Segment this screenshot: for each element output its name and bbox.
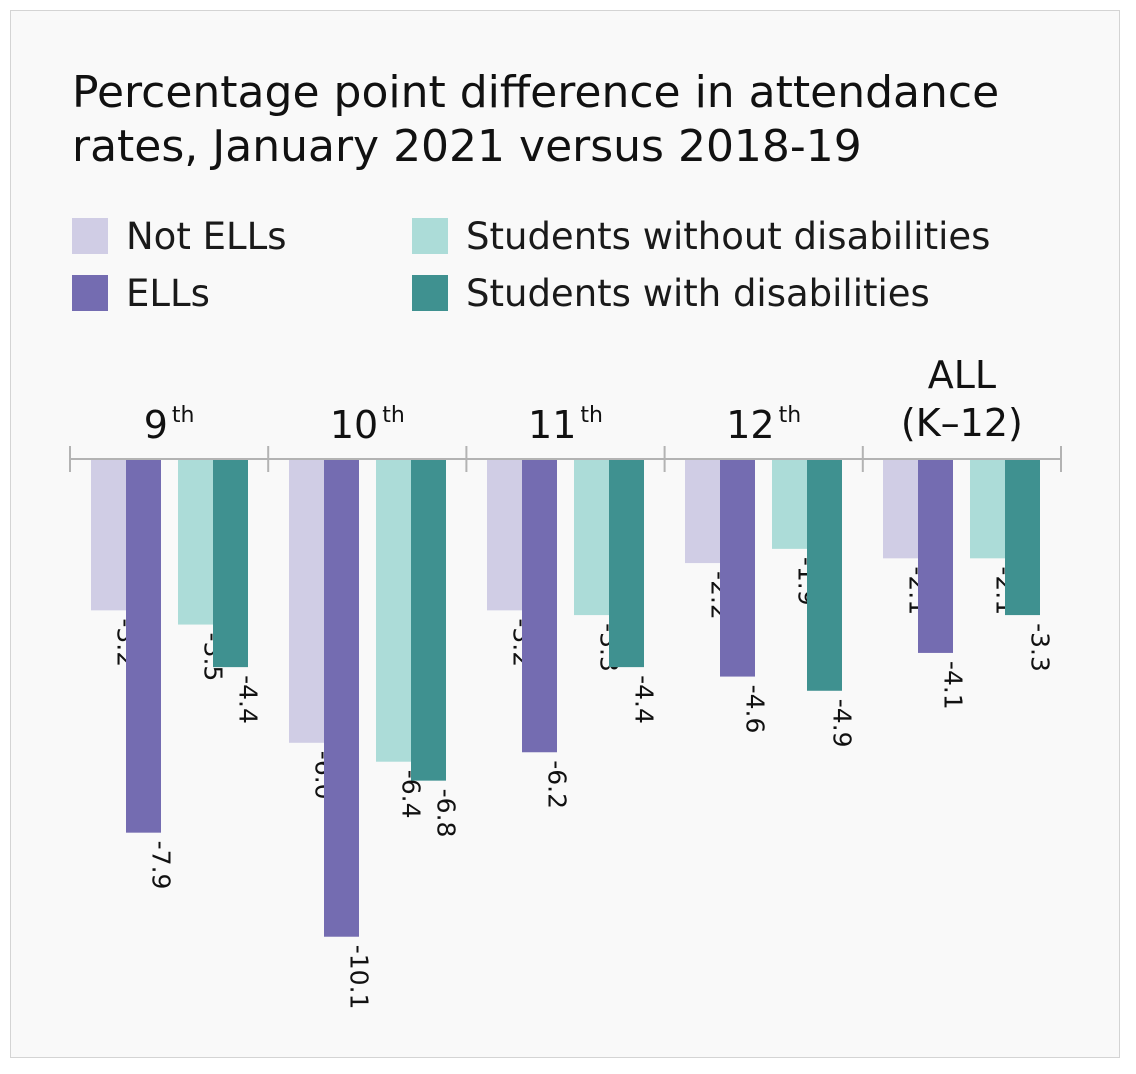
bar-s2-c3 (772, 459, 807, 549)
legend-label-with-disabilities: Students with disabilities (466, 271, 930, 315)
chart-title: Percentage point difference in attendanc… (72, 67, 1000, 172)
legend-item-without-disabilities: Students without disabilities (412, 214, 990, 258)
legend-swatch-not-ells (72, 218, 108, 254)
bar-s3-c0 (213, 459, 248, 668)
value-label-s1-c0: -7.9 (147, 841, 176, 890)
legend-swatch-with-disabilities (412, 275, 448, 311)
bar-s0-c3 (685, 459, 720, 564)
category-label-4: ALL (928, 353, 996, 397)
bar-s1-c2 (522, 459, 557, 753)
category-label-4-line2: (K–12) (901, 401, 1023, 445)
bar-s0-c1 (289, 459, 324, 743)
bar-s3-c2 (609, 459, 644, 668)
value-label-s3-c4: -3.3 (1026, 623, 1055, 672)
legend-swatch-ells (72, 275, 108, 311)
value-label-s1-c4: -4.1 (939, 661, 968, 710)
value-label-s1-c3: -4.6 (741, 685, 770, 734)
bar-s0-c0 (91, 459, 126, 611)
bar-s2-c1 (376, 459, 411, 762)
bar-s1-c4 (918, 459, 953, 653)
value-label-s1-c2: -6.2 (543, 760, 572, 809)
legend-item-ells: ELLs (72, 271, 210, 315)
legend-item-with-disabilities: Students with disabilities (412, 271, 930, 315)
bar-s3-c1 (411, 459, 446, 781)
bar-s1-c3 (720, 459, 755, 677)
bar-s2-c4 (970, 459, 1005, 559)
legend-label-not-ells: Not ELLs (126, 214, 287, 258)
bar-s3-c3 (807, 459, 842, 691)
bar-s3-c4 (1005, 459, 1040, 616)
legend-label-ells: ELLs (126, 271, 210, 315)
bar-s1-c1 (324, 459, 359, 937)
bar-s2-c0 (178, 459, 213, 625)
bar-s0-c4 (883, 459, 918, 559)
value-label-s3-c1: -6.8 (432, 789, 461, 838)
value-label-s3-c3: -4.9 (828, 699, 857, 748)
value-label-s3-c2: -4.4 (630, 675, 659, 724)
legend-item-not-ells: Not ELLs (72, 214, 286, 258)
value-label-s3-c0: -4.4 (234, 675, 263, 724)
bar-s1-c0 (126, 459, 161, 833)
bar-s2-c2 (574, 459, 609, 616)
value-label-s1-c1: -10.1 (345, 945, 374, 1010)
legend-swatch-without-disabilities (412, 218, 448, 254)
bar-s0-c2 (487, 459, 522, 611)
legend-label-without-disabilities: Students without disabilities (466, 214, 991, 258)
